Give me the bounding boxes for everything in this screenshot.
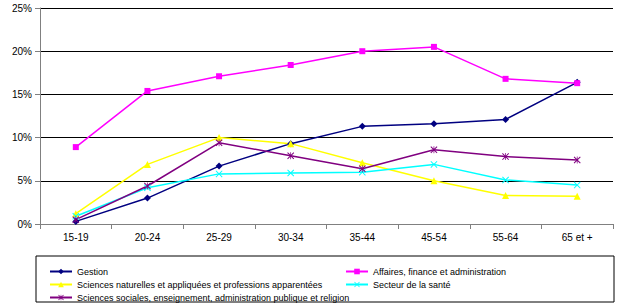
svg-text:15-19: 15-19 [63,232,89,243]
svg-text:Gestion: Gestion [77,267,108,277]
svg-text:35-44: 35-44 [350,232,376,243]
svg-text:45-54: 45-54 [421,232,447,243]
svg-text:25%: 25% [12,3,32,14]
svg-text:0%: 0% [18,219,33,230]
svg-text:20-24: 20-24 [135,232,161,243]
svg-text:Secteur de la santé: Secteur de la santé [373,280,451,290]
svg-text:30-34: 30-34 [278,232,304,243]
svg-text:5%: 5% [18,175,33,186]
svg-text:25-29: 25-29 [206,232,232,243]
svg-text:Sciences sociales, enseignemen: Sciences sociales, enseignement, adminis… [77,293,349,303]
svg-text:10%: 10% [12,132,32,143]
svg-text:55-64: 55-64 [493,232,519,243]
svg-text:15%: 15% [12,89,32,100]
svg-text:Sciences naturelles et appliqu: Sciences naturelles et appliquées et pro… [77,280,323,290]
svg-text:Affaires, finance et administr: Affaires, finance et administration [373,267,506,277]
svg-text:20%: 20% [12,46,32,57]
svg-text:65 et +: 65 et + [562,232,593,243]
